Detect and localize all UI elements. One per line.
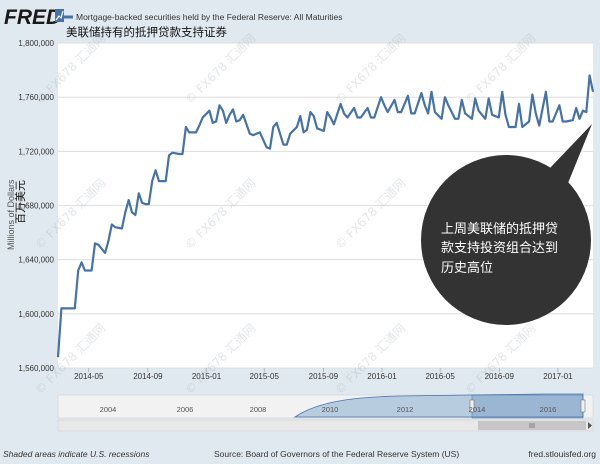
navigator-scrollbar[interactable] (57, 419, 594, 432)
y-axis-label: Millions of Dollars (6, 179, 16, 250)
navigator-year-label: 2008 (250, 405, 267, 414)
fred-logo-line-icon (55, 10, 64, 21)
chinese-title: 美联储持有的抵押贷款支持证券 (66, 25, 227, 39)
y-axis-ticks: 1,560,000 1,600,000 1,640,000 1,680,000 1,72… (18, 39, 54, 373)
navigator-handle-right[interactable] (580, 399, 586, 413)
series-line-mbs (56, 74, 595, 358)
fred-logo-chart-icon (55, 9, 64, 22)
navigator-series-area (293, 393, 584, 418)
x-tick-label: 2016-05 (425, 372, 455, 381)
x-tick-label: 2015-01 (192, 372, 222, 381)
annotation-line-2: 款支持投资组合达到 (441, 240, 558, 256)
fred-logo[interactable]: FRED (4, 6, 61, 29)
navigator-handle-left[interactable] (469, 399, 475, 413)
navigator-year-label: 2004 (100, 405, 117, 414)
time-navigator[interactable]: 2004 2006 2008 2010 2012 2014 2016 (57, 393, 594, 432)
x-tick-label: 2017-01 (543, 372, 573, 381)
source-note: Source: Board of Governors of the Federa… (214, 449, 460, 459)
x-axis-ticks: 2014-05 2014-09 2015-01 2015-05 2015-09 2016-… (74, 368, 573, 381)
legend-label: Mortgage-backed securities held by the F… (76, 12, 342, 22)
y-tick-label: 1,560,000 (18, 364, 54, 373)
x-tick-label: 2016-01 (367, 372, 397, 381)
y-tick-label: 1,720,000 (18, 147, 54, 156)
y-axis-label-cn: 百万美元 (14, 180, 27, 224)
annotation-line-3: 历史高位 (441, 260, 493, 276)
x-tick-label: 2014-05 (74, 372, 104, 381)
y-tick-label: 1,760,000 (18, 93, 54, 102)
navigator-year-label: 2006 (177, 405, 194, 414)
x-tick-label: 2014-09 (133, 372, 163, 381)
navigator-selection[interactable] (471, 394, 584, 419)
y-tick-label: 1,800,000 (18, 39, 54, 48)
y-tick-label: 1,600,000 (18, 310, 54, 319)
navigator-year-label: 2010 (322, 405, 339, 414)
annotation-bubble: 上周美联储的抵押贷 款支持投资组合达到 历史高位 (421, 124, 592, 325)
x-tick-label: 2015-05 (250, 372, 280, 381)
recession-note: Shaded areas indicate U.S. recessions (3, 449, 150, 459)
scroll-right-arrow-icon[interactable] (588, 422, 592, 429)
navigator-year-label: 2016 (540, 405, 557, 414)
x-tick-label: 2016-09 (485, 372, 515, 381)
navigator-years: 2004 2006 2008 2010 2012 2014 2016 (100, 405, 557, 414)
y-tick-label: 1,640,000 (18, 256, 54, 265)
fred-site-link[interactable]: fred.stlouisfed.org (528, 449, 596, 459)
navigator-year-label: 2012 (397, 405, 414, 414)
x-tick-label: 2015-09 (309, 372, 339, 381)
annotation-line-1: 上周美联储的抵押贷 (441, 221, 558, 237)
navigator-year-label: 2014 (469, 405, 486, 414)
y-tick-label: 1,680,000 (18, 202, 54, 211)
